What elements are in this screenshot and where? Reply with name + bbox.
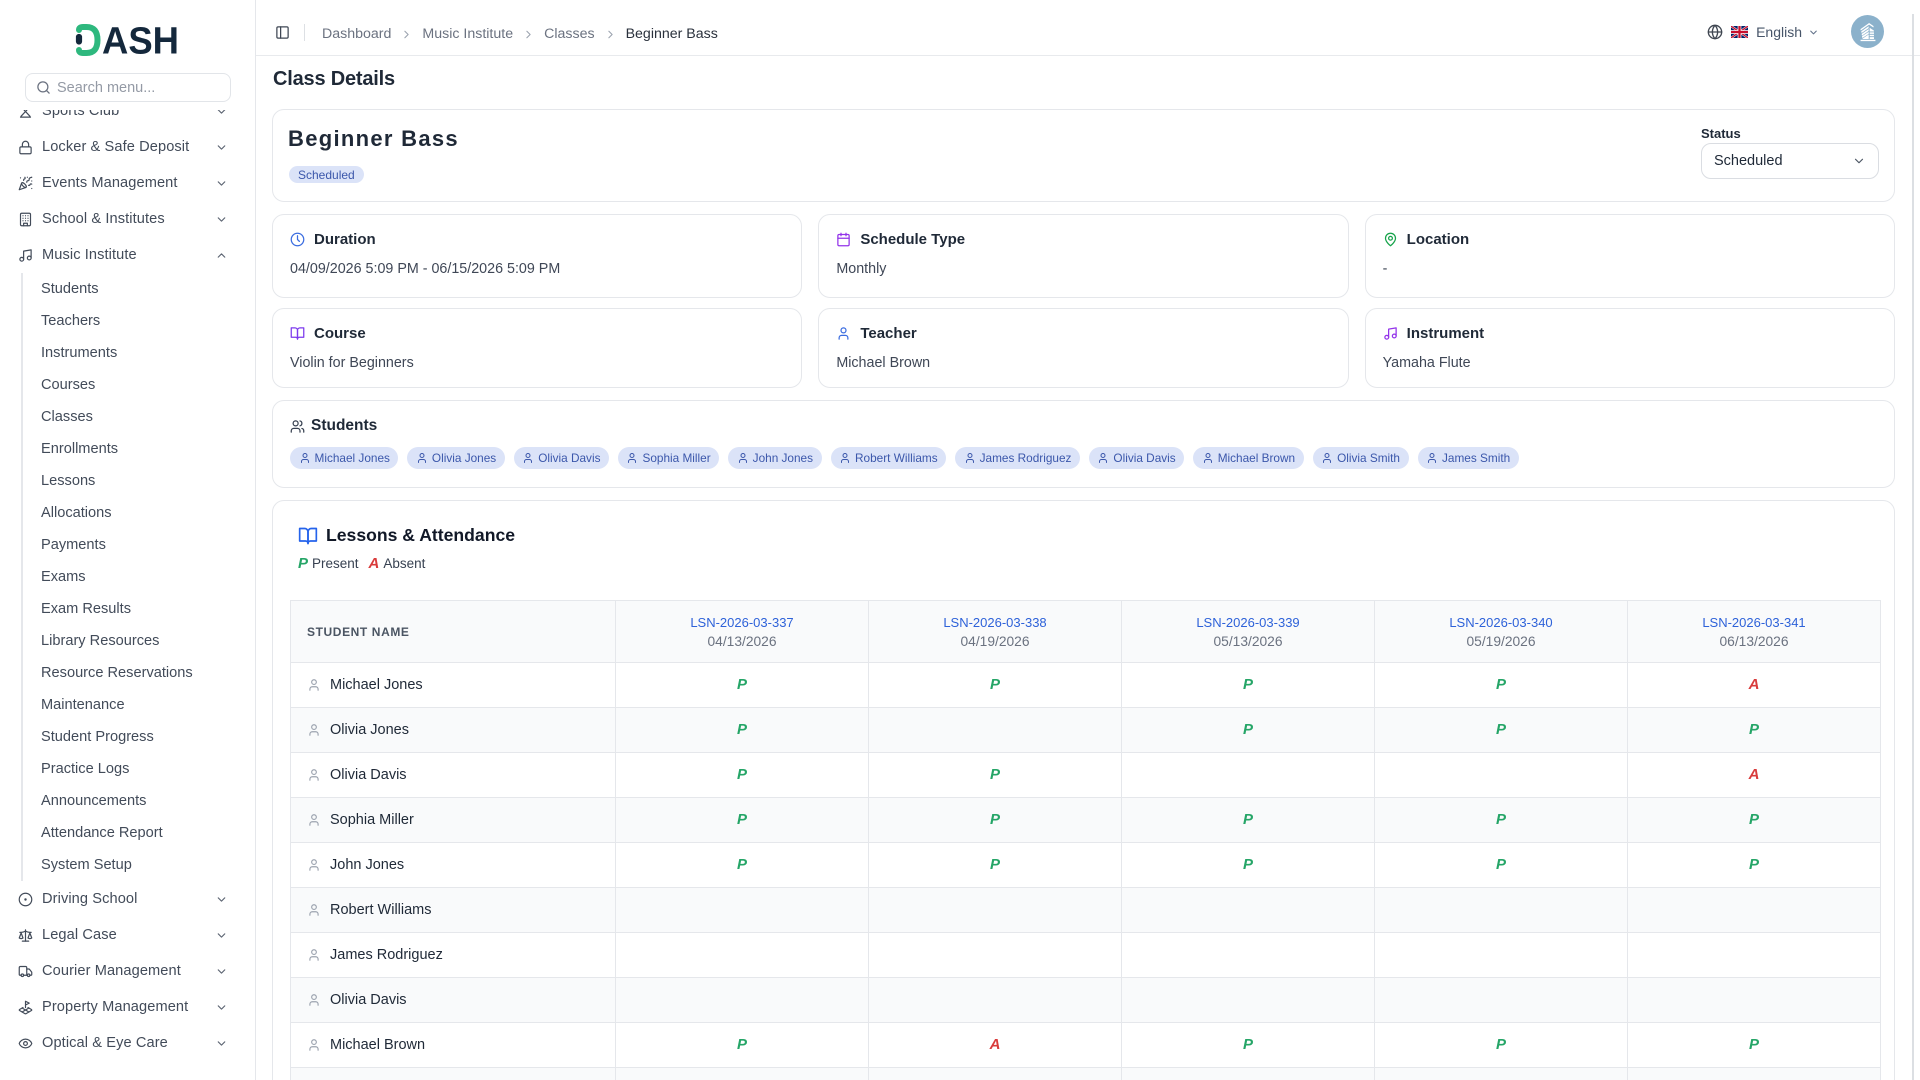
svg-text:ASH: ASH bbox=[102, 22, 179, 58]
